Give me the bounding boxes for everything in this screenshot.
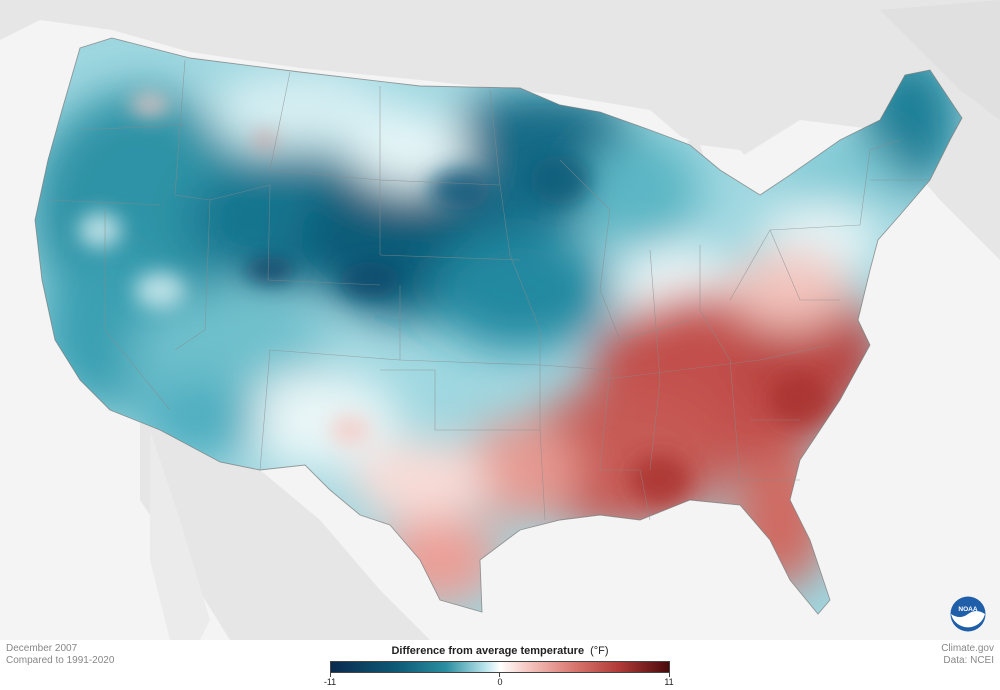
map-caption: December 2007 Compared to 1991-2020 bbox=[6, 643, 114, 667]
legend-mid-label: 0 bbox=[497, 677, 503, 687]
noaa-logo: NOAA bbox=[950, 596, 986, 632]
legend-min-label: -11 bbox=[323, 677, 337, 687]
legend-tick-max bbox=[669, 673, 670, 677]
credits: Climate.gov Data: NCEI bbox=[941, 643, 994, 667]
legend-max-label: 11 bbox=[664, 677, 674, 687]
legend-tick-min bbox=[330, 673, 331, 677]
credit-site: Climate.gov bbox=[941, 643, 994, 654]
legend-tick-mid bbox=[499, 673, 500, 677]
credit-data: Data: NCEI bbox=[943, 655, 994, 666]
surrounding-land bbox=[0, 0, 1000, 640]
legend-unit: (°F) bbox=[590, 645, 609, 657]
legend-title-text: Difference from average temperature bbox=[391, 645, 585, 657]
noaa-logo-text: NOAA bbox=[958, 606, 977, 613]
footer: December 2007 Compared to 1991-2020 Diff… bbox=[0, 640, 1000, 690]
legend-title: Difference from average temperature (°F) bbox=[330, 645, 670, 657]
legend-color-bar bbox=[330, 661, 670, 673]
date-label: December 2007 bbox=[6, 643, 78, 654]
state-boundaries bbox=[34, 37, 963, 615]
temperature-anomaly-map bbox=[0, 0, 1000, 640]
baseline-label: Compared to 1991-2020 bbox=[6, 655, 115, 666]
